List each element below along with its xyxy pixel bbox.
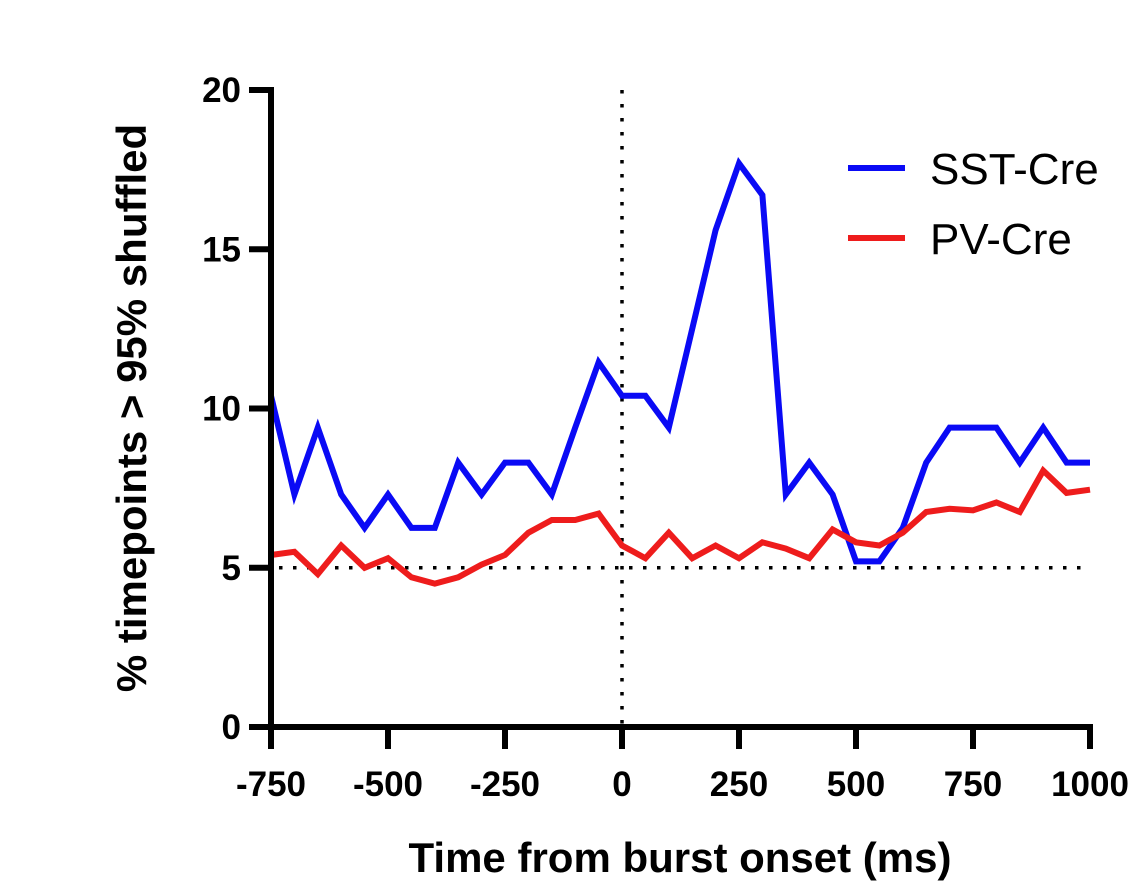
y-tick-label: 5 <box>222 549 241 588</box>
series-line-pv-cre <box>270 465 1091 587</box>
x-axis-title: Time from burst onset (ms) <box>409 834 952 881</box>
legend: SST-Cre PV-Cre <box>848 145 1099 264</box>
x-tick-label: 750 <box>944 765 1002 804</box>
y-ticks: 0 5 10 15 20 <box>202 71 271 747</box>
y-axis-title: % timepoints > 95% shuffled <box>108 124 155 692</box>
x-tick-label: -500 <box>353 765 423 804</box>
y-tick-label: 20 <box>202 71 241 110</box>
x-tick-label: -250 <box>470 765 540 804</box>
legend-label-sst-cre: SST-Cre <box>930 145 1099 194</box>
x-tick-label: 1000 <box>1051 765 1129 804</box>
series-line-sst-cre <box>268 156 1090 565</box>
x-tick-label: 0 <box>612 765 631 804</box>
x-ticks: -750 -500 -250 0 250 500 750 1000 <box>236 727 1129 804</box>
legend-label-pv-cre: PV-Cre <box>930 215 1072 264</box>
x-tick-label: 250 <box>710 765 768 804</box>
series-lines <box>268 156 1091 587</box>
x-tick-label: 500 <box>827 765 885 804</box>
y-tick-label: 15 <box>202 230 241 269</box>
y-tick-label: 10 <box>202 390 241 429</box>
x-tick-label: -750 <box>236 765 306 804</box>
y-tick-label: 0 <box>222 708 241 747</box>
